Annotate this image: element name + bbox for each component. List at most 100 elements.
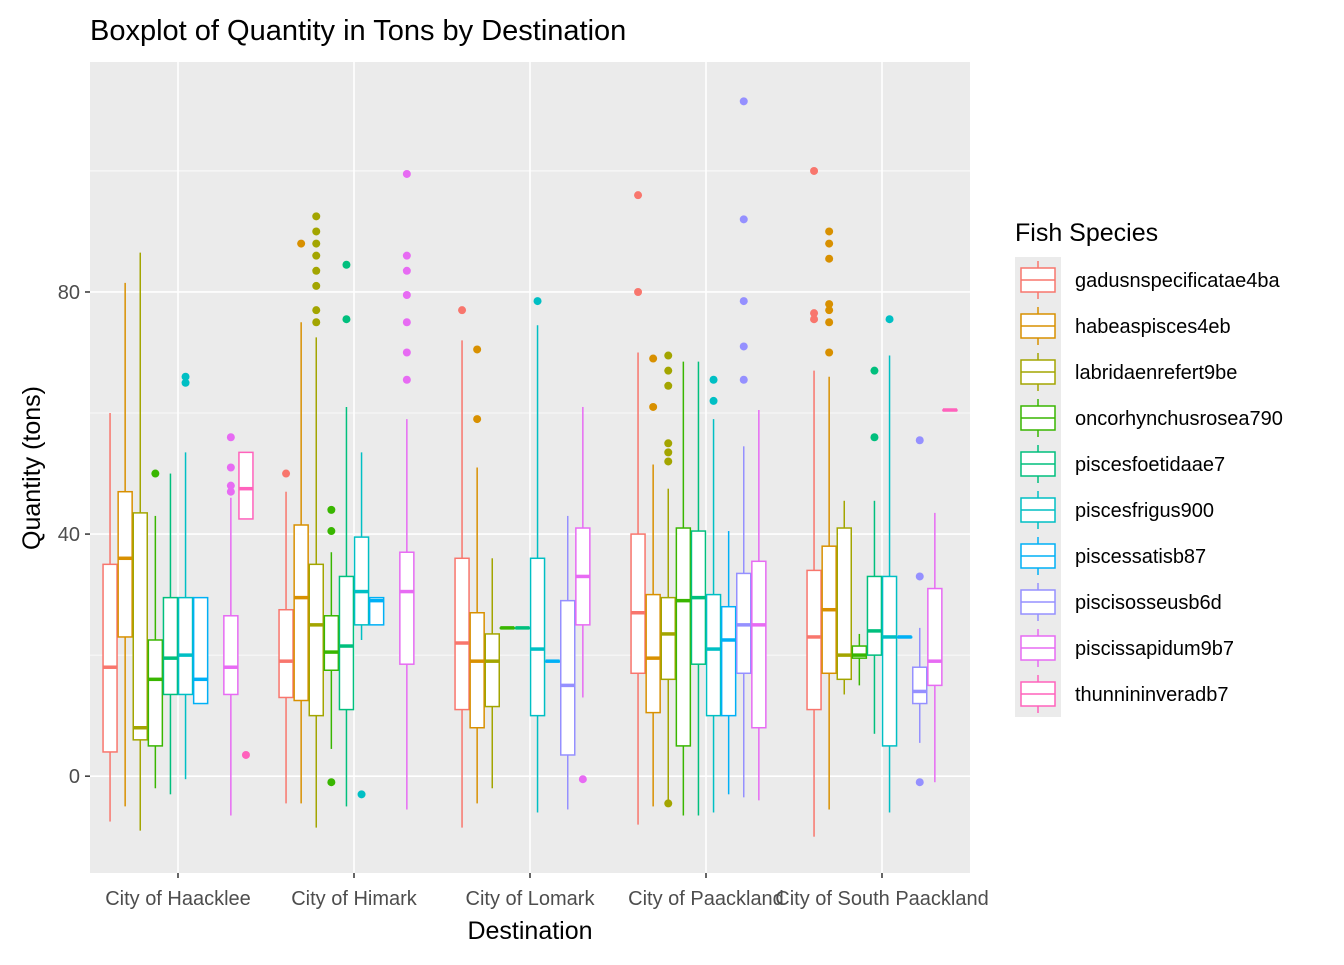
outlier-point: [226, 463, 235, 472]
outlier-point: [312, 306, 321, 315]
x-axis-title: Destination: [467, 917, 592, 945]
box-iqr: [162, 596, 179, 696]
outlier-point: [402, 251, 411, 260]
box-gadusnspecificatae4ba-4: [806, 166, 822, 837]
box-iqr: [705, 593, 722, 717]
legend-item: piscesfrigus900: [1015, 487, 1214, 533]
box-piscesfoetidaae7-2: [514, 626, 531, 630]
outlier-point: [915, 436, 924, 445]
box-labridaenrefert9be-4: [836, 500, 852, 695]
chart-title: Boxplot of Quantity in Tons by Destinati…: [90, 15, 626, 47]
x-tick-label: City of South Paackland: [775, 888, 988, 910]
outlier-point: [473, 415, 482, 424]
legend-item: thunnininveradb7: [1015, 671, 1228, 717]
box-oncorhynchusrosea790-1: [323, 505, 340, 787]
box-iqr: [454, 557, 470, 711]
box-labridaenrefert9be-0: [132, 252, 148, 831]
box-habeaspisces4eb-1: [293, 239, 309, 804]
outlier-point: [312, 281, 321, 290]
outlier-point: [810, 309, 819, 318]
box-piscesfoetidaae7-4: [866, 366, 883, 734]
outlier-point: [282, 469, 291, 478]
legend-item: gadusnspecificatae4ba: [1015, 257, 1280, 303]
outlier-point: [312, 239, 321, 248]
outlier-point: [402, 348, 411, 357]
box-iqr: [368, 596, 385, 626]
outlier-point: [810, 166, 819, 175]
box-iqr: [866, 575, 883, 656]
legend-label: piscesfoetidaae7: [1075, 454, 1225, 476]
outlier-point: [226, 487, 235, 496]
outlier-point: [297, 239, 306, 248]
outlier-point: [825, 348, 834, 357]
box-piscesfrigus900-2: [529, 297, 546, 813]
box-iqr: [238, 451, 254, 520]
box-iqr: [132, 512, 148, 741]
outlier-point: [342, 260, 351, 269]
box-piscissapidum9b7-4: [927, 512, 943, 783]
legend-label: labridaenrefert9be: [1075, 362, 1237, 384]
outlier-point: [181, 378, 190, 387]
box-iqr: [660, 596, 676, 681]
outlier-point: [825, 239, 834, 248]
outlier-point: [181, 372, 190, 381]
outlier-point: [825, 318, 834, 327]
box-labridaenrefert9be-3: [660, 351, 676, 808]
outlier-point: [885, 315, 894, 324]
box-iqr: [102, 563, 118, 753]
box-iqr: [927, 587, 943, 687]
box-piscesfrigus900-1: [353, 452, 370, 799]
legend-item: piscissapidum9b7: [1015, 625, 1234, 671]
box-piscisosseusb6d-4: [912, 436, 928, 787]
legend-label: piscissapidum9b7: [1075, 638, 1234, 660]
outlier-point: [241, 750, 250, 759]
outlier-point: [739, 342, 748, 351]
box-oncorhynchusrosea790-3: [675, 361, 692, 816]
outlier-point: [634, 287, 643, 296]
outlier-point: [825, 300, 834, 309]
box-iqr: [806, 569, 822, 711]
box-piscessatisb87-2: [544, 659, 561, 663]
y-tick-label: 0: [69, 766, 80, 788]
outlier-point: [402, 169, 411, 178]
outlier-point: [810, 315, 819, 324]
legend-item: labridaenrefert9be: [1015, 349, 1237, 395]
outlier-point: [458, 306, 467, 315]
box-piscissapidum9b7-0: [223, 433, 239, 816]
outlier-point: [664, 381, 673, 390]
box-piscessatisb87-0: [192, 596, 209, 705]
box-habeaspisces4eb-3: [645, 354, 661, 807]
box-iqr: [323, 615, 340, 671]
outlier-point: [312, 227, 321, 236]
x-tick-label: City of Haacklee: [105, 888, 251, 910]
outlier-point: [739, 375, 748, 384]
legend-item: piscessatisb87: [1015, 533, 1206, 579]
box-iqr: [293, 524, 309, 702]
legend-item: habeaspisces4eb: [1015, 303, 1231, 349]
outlier-point: [709, 396, 718, 405]
box-iqr: [117, 490, 133, 638]
outlier-point: [709, 375, 718, 384]
box-piscesfrigus900-0: [177, 372, 194, 780]
x-tick-label: City of Paackland: [628, 888, 784, 910]
outlier-point: [664, 366, 673, 375]
box-habeaspisces4eb-0: [117, 282, 133, 807]
y-tick-label: 40: [58, 524, 80, 546]
outlier-point: [870, 433, 879, 442]
box-iqr: [560, 599, 576, 756]
box-piscisosseusb6d-2: [560, 515, 576, 810]
box-labridaenrefert9be-1: [308, 212, 324, 828]
outlier-point: [915, 572, 924, 581]
box-piscesfoetidaae7-1: [338, 260, 355, 807]
legend-label: piscessatisb87: [1075, 546, 1206, 568]
axes: 0 40 80 City of Haacklee City of Himark City …: [58, 282, 989, 910]
box-iqr: [192, 596, 209, 705]
outlier-point: [825, 254, 834, 263]
box-iqr: [912, 666, 928, 705]
box-labridaenrefert9be-2: [484, 558, 500, 789]
outlier-point: [578, 775, 587, 784]
outlier-point: [357, 790, 366, 799]
legend-label: thunnininveradb7: [1075, 684, 1228, 706]
outlier-point: [327, 778, 336, 787]
outlier-point: [402, 291, 411, 300]
